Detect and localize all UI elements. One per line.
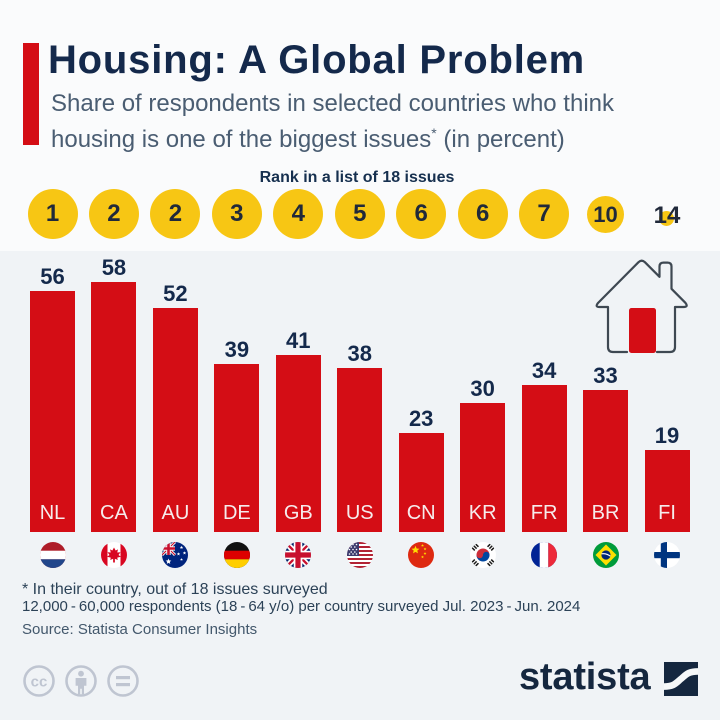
svg-text:cc: cc (31, 674, 48, 691)
